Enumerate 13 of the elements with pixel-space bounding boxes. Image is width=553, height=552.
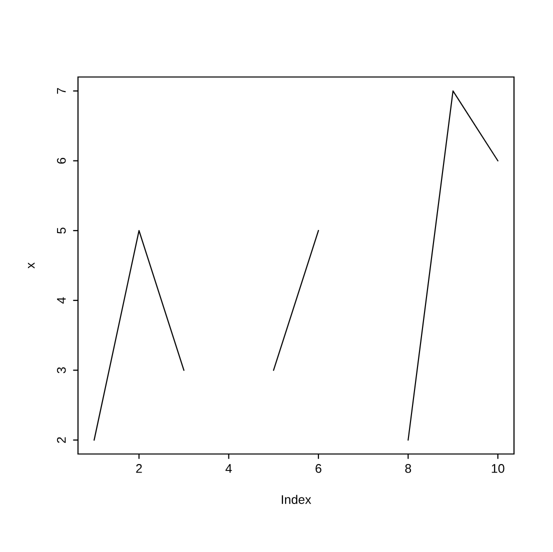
y-tick-label: 5: [57, 228, 66, 234]
x-tick-label: 4: [226, 464, 232, 473]
y-tick-label: 2: [56, 437, 66, 443]
y-tick-label: 3: [56, 367, 66, 374]
y-tick-label: 4: [57, 297, 66, 304]
y-tick-label: 6: [56, 158, 66, 164]
x-tick-label: 6: [316, 464, 322, 473]
x-tick-label: 8: [405, 464, 412, 473]
x-tick-label: 2: [136, 464, 142, 473]
y-axis-title: x: [28, 262, 35, 268]
x-axis-title: Index: [282, 494, 312, 504]
y-tick-label: 7: [57, 88, 66, 94]
x-tick-label: 10: [492, 464, 504, 473]
